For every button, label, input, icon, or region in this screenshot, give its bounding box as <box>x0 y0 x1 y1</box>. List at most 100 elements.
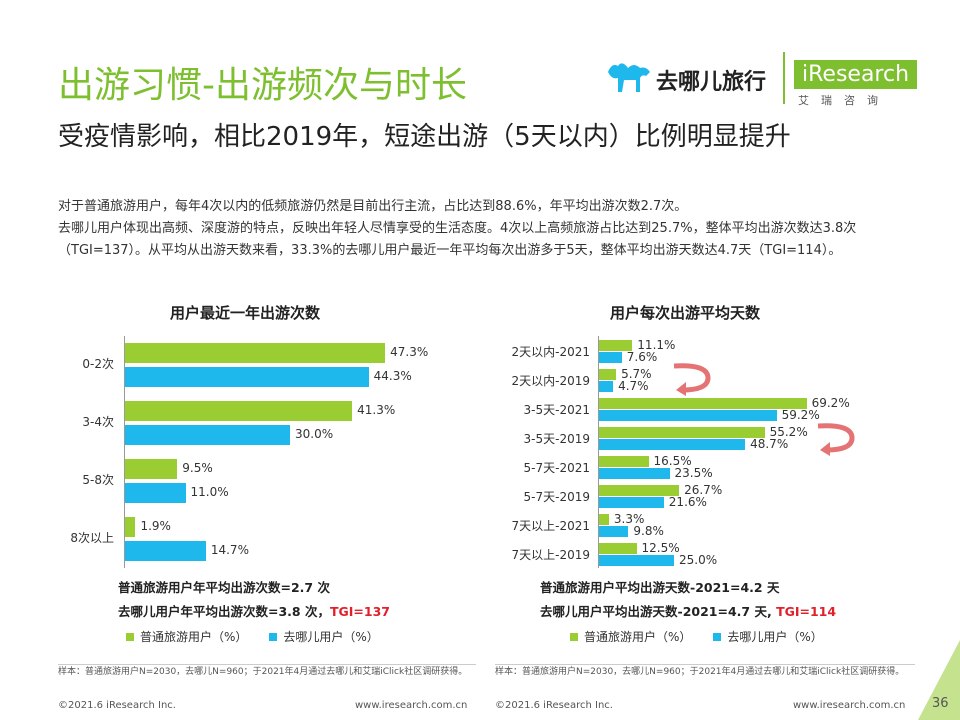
divider <box>58 664 476 665</box>
bar-regular-user <box>125 401 353 421</box>
category-label: 0-2次 <box>82 357 114 371</box>
iresearch-logo-cn: 艾瑞咨询 <box>798 94 890 107</box>
bar-qunar-user <box>599 410 777 421</box>
bar-qunar-user <box>599 555 674 566</box>
bar-qunar-user <box>125 483 186 503</box>
value-label: 26.7% <box>684 482 723 497</box>
bar-regular-user <box>599 514 609 525</box>
value-label: 9.5% <box>182 461 213 475</box>
category-label: 5-8次 <box>82 473 114 487</box>
brand-name: 去哪儿旅行 <box>656 70 767 95</box>
bar-qunar-user <box>599 497 664 508</box>
footnote-right: 样本：普通旅游用户N=2030，去哪儿N=960；于2021年4月通过去哪儿和艾… <box>495 667 905 677</box>
value-label: 14.7% <box>210 543 249 557</box>
category-label: 3-4次 <box>82 415 114 429</box>
footer-copyright-right: ©2021.6 iResearch Inc. <box>495 700 613 711</box>
category-label: 5-7天-2019 <box>523 490 590 504</box>
bar-qunar-user <box>599 352 622 363</box>
legend-swatch-green <box>570 632 578 641</box>
bar-regular-user <box>599 340 633 351</box>
tgi-left: TGI=137 <box>329 604 390 619</box>
category-label: 8次以上 <box>70 531 114 545</box>
value-label: 30.0% <box>295 427 334 441</box>
camel-icon <box>608 63 650 92</box>
value-label: 11.0% <box>190 485 229 499</box>
bar-qunar-user <box>599 381 614 392</box>
legend-swatch-blue <box>269 632 278 641</box>
footer-url-right[interactable]: www.iresearch.com.cn <box>793 700 906 711</box>
chart-right-title: 用户每次出游平均天数 <box>610 304 761 322</box>
value-label: 1.9% <box>140 519 171 533</box>
value-label: 3.3% <box>613 511 645 526</box>
bar-regular-user <box>125 459 178 479</box>
value-label: 12.5% <box>641 540 680 555</box>
bar-regular-user <box>125 517 136 537</box>
value-label: 48.7% <box>750 436 789 451</box>
brand-logo <box>606 58 652 100</box>
chart-axis <box>598 336 599 568</box>
value-label: 16.5% <box>653 453 692 468</box>
iresearch-logo: iResearch <box>794 60 918 89</box>
bar-regular-user <box>125 343 386 363</box>
value-label: 44.3% <box>373 369 412 383</box>
legend-swatch-green <box>126 632 134 641</box>
value-label: 41.3% <box>357 403 396 417</box>
note-right-2-text: 去哪儿用户平均出游天数-2021=4.7 天, <box>540 604 777 619</box>
value-label: 47.3% <box>390 345 429 359</box>
bar-regular-user <box>599 485 680 496</box>
legend-right: 普通旅游用户（%） 去哪儿用户（%） <box>570 628 823 645</box>
bar-regular-user <box>599 427 765 438</box>
note-right-2: 去哪儿用户平均出游天数-2021=4.7 天, TGI=114 <box>540 601 836 620</box>
body-paragraph-2: 去哪儿用户体现出高频、深度游的特点，反映出年轻人尽情享受的生活态度。4次以上高频… <box>58 221 857 258</box>
value-label: 4.7% <box>618 378 649 393</box>
value-label: 9.8% <box>633 523 664 538</box>
loop-arrow-icon <box>817 423 855 456</box>
bar-regular-user <box>599 456 649 467</box>
body-text: 对于普通旅游用户，每年4次以内的低频旅游仍然是目前出行主流，占比达到88.6%，… <box>58 196 908 262</box>
tgi-right: TGI=114 <box>776 604 837 619</box>
page-corner-shape <box>918 640 960 720</box>
bar-regular-user <box>599 398 807 409</box>
footer-url-left[interactable]: www.iresearch.com.cn <box>355 700 468 711</box>
value-label: 69.2% <box>811 395 850 410</box>
page-title: 出游习惯-出游频次与时长 <box>58 65 467 106</box>
value-label: 21.6% <box>668 494 707 509</box>
legend-label-green: 普通旅游用户（%） <box>584 630 692 644</box>
value-label: 11.1% <box>637 337 676 352</box>
bar-qunar-user <box>125 425 290 445</box>
value-label: 5.7% <box>621 366 652 381</box>
bar-qunar-user <box>599 526 629 537</box>
legend-label-green: 普通旅游用户（%） <box>140 630 248 644</box>
value-label: 7.6% <box>626 349 658 364</box>
chart-left: 0-2次 47.3% 44.3% 3-4次 41.3% 30.0% 5-8次 9.5% 11.0… <box>70 336 429 568</box>
logo-divider <box>783 52 785 104</box>
bar-regular-user <box>599 543 637 554</box>
chart-left-title: 用户最近一年出游次数 <box>170 304 321 322</box>
divider <box>495 664 915 665</box>
bar-qunar-user <box>599 439 746 450</box>
category-label: 5-7天-2021 <box>523 461 590 475</box>
loop-arrow-icon <box>673 363 711 396</box>
category-label: 3-5天-2019 <box>523 432 590 446</box>
bar-qunar-user <box>599 468 670 479</box>
bar-qunar-user <box>125 541 206 561</box>
legend-label-blue: 去哪儿用户（%） <box>727 630 823 644</box>
note-right-1: 普通旅游用户平均出游天数-2021=4.2 天 <box>540 580 780 595</box>
category-label: 3-5天-2021 <box>523 403 590 417</box>
legend-swatch-blue <box>713 632 722 641</box>
value-label: 23.5% <box>674 465 713 480</box>
value-label: 55.2% <box>769 424 808 439</box>
footnote-left: 样本：普通旅游用户N=2030，去哪儿N=960；于2021年4月通过去哪儿和艾… <box>58 667 468 677</box>
legend-label-blue: 去哪儿用户（%） <box>283 630 379 644</box>
category-label: 2天以内-2019 <box>511 374 590 388</box>
bar-regular-user <box>599 369 617 380</box>
chart-axis <box>124 336 125 568</box>
page-number: 36 <box>932 696 949 711</box>
footer-copyright-left: ©2021.6 iResearch Inc. <box>58 700 176 711</box>
body-paragraph-1: 对于普通旅游用户，每年4次以内的低频旅游仍然是目前出行主流，占比达到88.6%，… <box>58 199 688 214</box>
subtitle: 受疫情影响，相比2019年，短途出游（5天以内）比例明显提升 <box>58 122 791 152</box>
bar-qunar-user <box>125 367 369 387</box>
note-left-2-text: 去哪儿用户年平均出游次数=3.8 次， <box>118 604 330 619</box>
legend-left: 普通旅游用户（%） 去哪儿用户（%） <box>126 628 379 645</box>
category-label: 7天以上-2019 <box>511 548 590 562</box>
